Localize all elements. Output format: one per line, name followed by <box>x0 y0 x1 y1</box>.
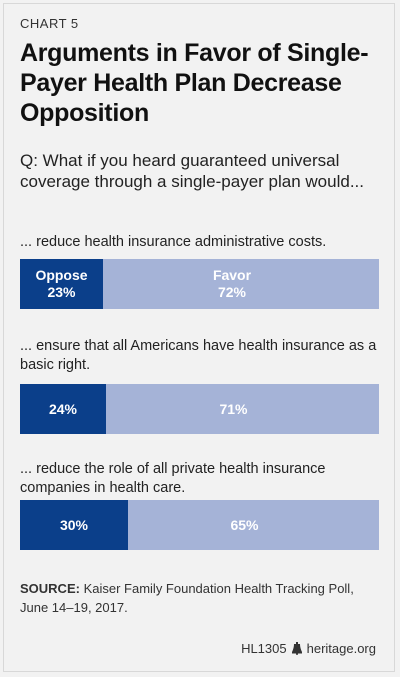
bar-oppose-2: 24% <box>20 384 106 434</box>
bar-oppose-3: 30% <box>20 500 128 550</box>
bar-favor-1: Favor 72% <box>103 259 361 309</box>
favor-value-label-3: 65% <box>230 516 259 533</box>
oppose-value-label-3: 30% <box>59 516 89 533</box>
bar-oppose-1: Oppose 23% <box>20 259 103 309</box>
item-label-1: ... reduce health insurance administrati… <box>20 234 327 250</box>
bar-row-1: Oppose 23% Favor 72% <box>20 259 379 309</box>
footer: HL1305 heritage.org <box>241 641 376 656</box>
favor-value-label-1: 72% <box>217 284 247 300</box>
item-label-2: ... ensure that all Americans have healt… <box>20 338 377 373</box>
bar-row-3: 30% 65% <box>20 500 379 550</box>
bar-favor-2: 71% <box>106 384 361 434</box>
liberty-bell-icon <box>291 642 303 655</box>
source-label: SOURCE: <box>20 581 80 596</box>
survey-question: Q: What if you heard guaranteed universa… <box>20 151 364 191</box>
bar-favor-3: 65% <box>128 500 361 550</box>
footer-code: HL1305 <box>241 641 287 656</box>
legend-favor-label: Favor <box>212 267 252 283</box>
item-label-3: ... reduce the role of all private healt… <box>20 461 326 496</box>
bar-row-2: 24% 71% <box>20 384 379 434</box>
oppose-value-label-2: 24% <box>48 400 78 417</box>
footer-site: heritage.org <box>306 641 376 656</box>
chart-number: CHART 5 <box>20 16 79 31</box>
oppose-value-label-1: 23% <box>47 284 76 300</box>
chart-title: Arguments in Favor of Single-Payer Healt… <box>20 39 369 127</box>
source-note: SOURCE: Kaiser Family Foundation Health … <box>20 579 380 617</box>
legend-oppose-label: Oppose <box>35 267 88 283</box>
favor-value-label-2: 71% <box>219 400 248 417</box>
chart-frame <box>3 3 395 672</box>
source-text: Kaiser Family Foundation Health Tracking… <box>20 581 354 615</box>
